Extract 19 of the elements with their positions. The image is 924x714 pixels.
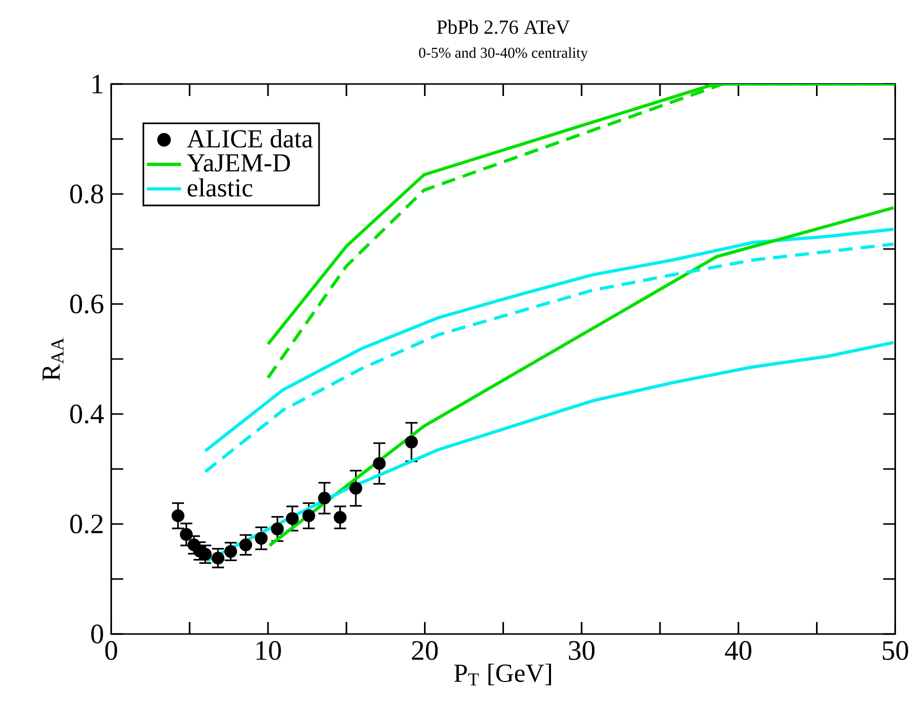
legend-label: YaJEM-D [186,154,290,172]
y-tick-label: 0 [91,624,104,644]
y-axis-title: R$_{AA}$ [42,338,64,381]
y-tick-label: 0.2 [70,514,103,534]
x-tick-label: 40 [724,641,752,660]
y-tick-label: 0.4 [70,404,104,424]
y-tick-label: 0.6 [70,294,104,314]
chart-title: PbPb 2.76 ATeV [436,20,570,34]
x-axis-title: P$_{T}$ [GeV] [454,664,552,686]
y-tick-label: 0.8 [70,184,104,204]
x-tick-label: 10 [256,641,281,660]
chart-subtitle: 0-5% and 30-40% centrality [419,47,588,61]
x-tick-label: 20 [412,641,438,660]
x-tick-label: 30 [568,641,595,660]
legend-label: ALICE data [186,129,313,148]
y-tick-label: 1 [92,74,102,94]
x-tick-label: 0 [105,641,118,660]
x-tick-label: 50 [882,641,908,660]
legend-label: elastic [188,178,252,197]
